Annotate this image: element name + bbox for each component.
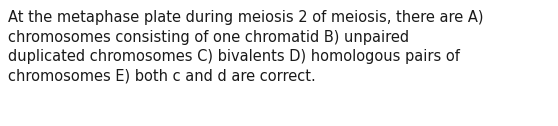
Text: At the metaphase plate during meiosis 2 of meiosis, there are A)
chromosomes con: At the metaphase plate during meiosis 2 …: [8, 10, 483, 84]
